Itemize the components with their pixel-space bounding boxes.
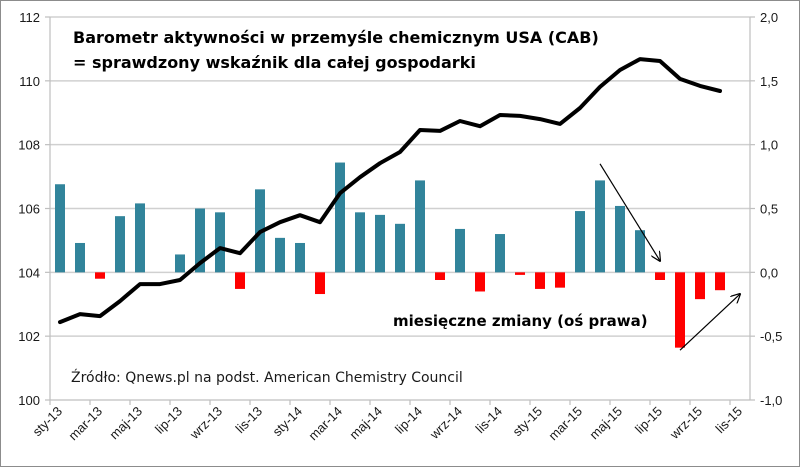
right-y-label: 2,0: [760, 10, 778, 25]
bar-mar-13: [95, 272, 105, 279]
bar-mar-14: [335, 162, 345, 273]
bar-lis-14: [495, 234, 505, 273]
bar-lip-15: [655, 272, 665, 280]
x-label: lip-15: [632, 404, 665, 437]
up-trend-arrow: [679, 294, 740, 351]
x-label: lis-14: [473, 404, 506, 437]
gridlines: [50, 16, 750, 337]
left-y-label: 102: [18, 329, 40, 344]
right-y-label: -0,5: [760, 329, 782, 344]
cab-index-line: [58, 57, 722, 325]
bar-sie-14: [435, 272, 445, 280]
bar-paź-13: [235, 272, 245, 289]
bar-kwi-14: [355, 212, 365, 273]
line-series: [58, 57, 722, 325]
right-y-label: -1,0: [760, 393, 782, 408]
x-label: maj-15: [586, 404, 625, 443]
left-y-label: 108: [18, 138, 40, 153]
left-y-label: 106: [18, 202, 40, 217]
bar-maj-14: [375, 214, 385, 273]
bar-paź-15: [715, 272, 725, 291]
chart-title: Barometr aktywności w przemyśle chemiczn…: [73, 28, 599, 47]
x-label: mar-13: [65, 404, 105, 444]
bar-lip-14: [415, 180, 425, 273]
bar-wrz-13: [215, 212, 225, 273]
bar-sie-15: [675, 272, 685, 348]
right-y-label: 0,5: [760, 202, 778, 217]
x-label: lip-13: [152, 404, 185, 437]
bar-paź-14: [475, 272, 485, 292]
down-trend-arrow: [599, 163, 660, 261]
x-label: sty-14: [269, 404, 305, 440]
bar-sie-13: [195, 208, 205, 273]
right-y-label: 1,0: [760, 138, 778, 153]
x-label: mar-14: [305, 404, 345, 444]
right-axis-labels: -1,0 -0,5 0,0 0,5 1,0 1,5 2,0: [760, 10, 782, 408]
right-y-label: 1,5: [760, 74, 778, 89]
x-label: wrz-13: [186, 404, 225, 443]
bar-kwi-15: [595, 180, 605, 273]
bar-kwi-13: [115, 216, 125, 273]
bar-lut-15: [555, 272, 565, 288]
x-label: lis-15: [713, 404, 746, 437]
bar-maj-15: [615, 205, 625, 273]
left-y-label: 112: [19, 10, 40, 25]
x-label: sty-13: [29, 404, 65, 440]
bar-annotation: miesięczne zmiany (oś prawa): [393, 312, 648, 330]
x-axis-labels: sty-13 mar-13 maj-13 lip-13 wrz-13 lis-13 sty-…: [29, 404, 745, 444]
bar-wrz-15: [695, 272, 705, 300]
bar-sty-15: [535, 272, 545, 289]
bar-lut-13: [75, 242, 85, 273]
left-y-label: 110: [19, 74, 40, 89]
bar-sty-14: [295, 242, 305, 273]
bar-mar-15: [575, 211, 585, 273]
x-label: maj-13: [106, 404, 145, 443]
x-label: wrz-15: [666, 404, 705, 443]
bar-wrz-14: [455, 228, 465, 273]
x-label: sty-15: [509, 404, 545, 440]
x-label: lis-13: [233, 404, 266, 437]
right-y-label: 0,0: [760, 265, 778, 280]
x-label: mar-15: [545, 404, 585, 444]
trend-arrows: [599, 163, 740, 351]
bar-cze-14: [395, 223, 405, 273]
source-note: Źródło: Qnews.pl na podst. American Chem…: [71, 368, 463, 386]
bar-cze-15: [635, 230, 645, 273]
bar-gru-13: [275, 237, 285, 273]
chart-subtitle: = sprawdzony wskaźnik dla całej gospodar…: [73, 53, 476, 72]
left-y-label: 104: [18, 265, 40, 280]
axes: [45, 16, 755, 405]
bar-lip-13: [175, 254, 185, 273]
bar-sty-13: [55, 184, 65, 273]
bar-gru-14: [515, 272, 525, 275]
bar-lut-14: [315, 272, 325, 295]
x-label: lip-14: [392, 404, 425, 437]
left-y-label: 100: [18, 393, 40, 408]
x-label: maj-14: [346, 404, 385, 443]
bar-maj-13: [135, 203, 145, 273]
left-axis-labels: 100 102 104 106 108 110 112: [18, 10, 40, 408]
x-label: wrz-14: [426, 404, 465, 443]
